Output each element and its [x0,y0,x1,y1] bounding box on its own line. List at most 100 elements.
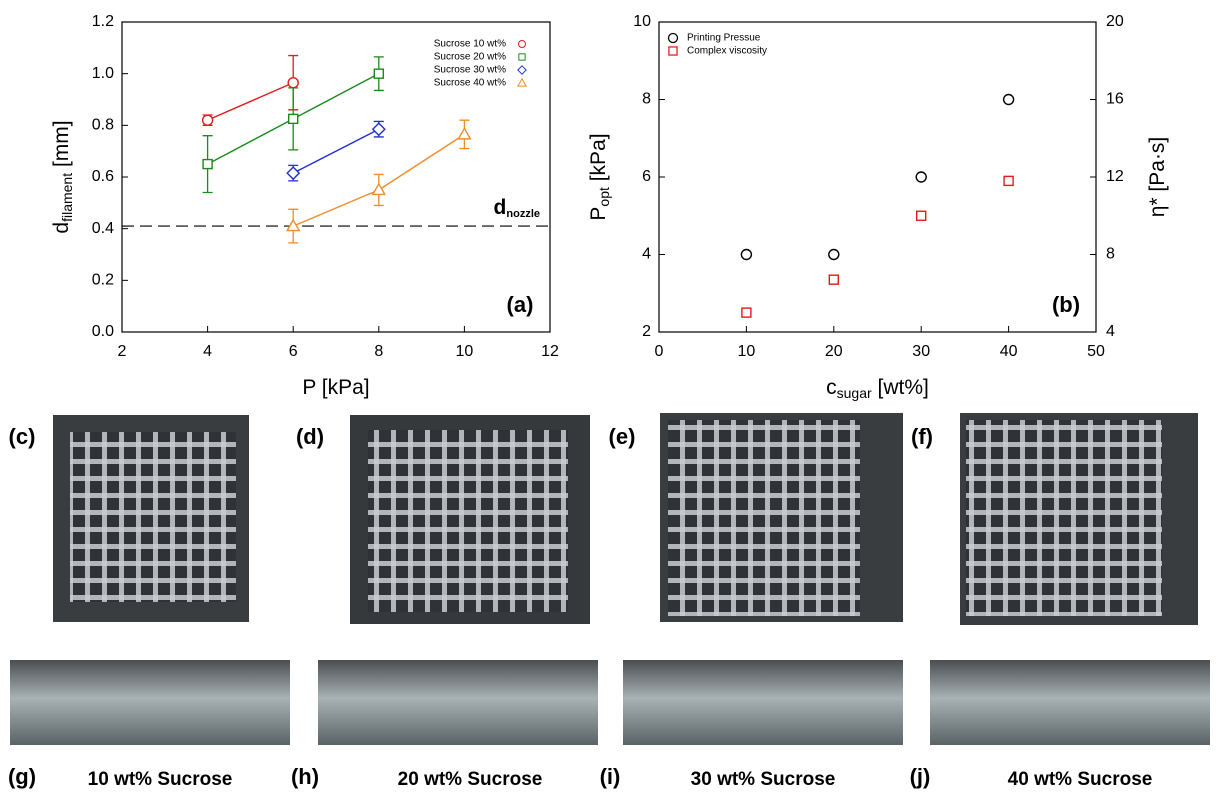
x-axis-label-sub: sugar [837,385,872,401]
y2-tick-label: 16 [1106,91,1124,108]
marker [1003,175,1014,187]
panel-label: (j) [910,764,931,789]
marker [518,53,526,61]
x-axis-label-main: P [kPa] [302,376,369,399]
series-line [207,82,294,121]
photo-e-scaffold [668,420,860,616]
y-tick-label: 4 [642,246,651,263]
marker [667,32,679,44]
marker [740,248,753,261]
y-axis-label: Popt [kPa] [587,133,612,220]
marker [518,40,526,48]
photo-d-scaffold [368,430,568,612]
series-line [292,128,380,174]
x-axis-label: csugar [wt%] [826,376,929,401]
marker [373,68,384,79]
legend-label: Sucrose 40 wt% [434,78,506,89]
photo-caption: 30 wt% Sucrose [691,769,836,790]
panel-label: (b) [1052,292,1080,317]
marker [202,158,213,170]
marker [828,274,839,285]
legend-label: Printing Pressue [687,33,761,44]
y-tick-label: 0.4 [92,220,114,237]
y2-axis-label-main: η* [Pa·s] [1146,137,1169,218]
photo-c-scaffold [70,432,236,602]
x-tick-label: 6 [289,343,298,360]
x-tick-label: 10 [456,343,474,360]
panel-label: (a) [507,292,534,317]
photo-caption: 20 wt% Sucrose [398,769,543,790]
y-tick-label: 6 [642,168,651,185]
y-axis-label-main: d [50,222,73,234]
y2-tick-label: 4 [1106,323,1115,340]
marker [371,182,387,196]
photo-j [930,660,1210,745]
y-tick-label: 0.6 [92,168,114,185]
y2-axis-label: η* [Pa·s] [1146,137,1169,218]
y-axis-label-sub: filament [59,173,75,222]
x-axis-label-main: c [826,376,837,399]
y2-tick-label: 12 [1106,168,1124,185]
y-tick-label: 1.2 [92,13,114,30]
legend-label: Sucrose 10 wt% [434,39,506,50]
x-tick-label: 20 [825,343,843,360]
reference-label-sub: nozzle [506,208,540,220]
y-tick-label: 0.8 [92,117,114,134]
reference-label: dnozzle [494,196,540,220]
photo-caption: 40 wt% Sucrose [1008,769,1153,790]
legend-label: Sucrose 20 wt% [434,52,506,63]
panel-label: (d) [296,424,324,449]
y-axis-label-main: P [587,207,610,221]
x-tick-label: 10 [738,343,756,360]
plot-frame [658,21,1097,333]
legend-label: Sucrose 30 wt% [434,65,506,76]
y-tick-label: 1.0 [92,65,114,82]
x-tick-label: 12 [541,343,559,360]
y-tick-label: 2 [642,323,651,340]
y-axis-label-unit: [kPa] [587,133,610,187]
marker [516,77,528,87]
y2-tick-label: 20 [1106,13,1124,30]
y2-tick-label: 8 [1106,246,1115,263]
y-axis-label-sub: opt [596,187,612,207]
marker [285,218,301,232]
legend-label: Complex viscosity [687,46,767,57]
panel-label: (h) [291,764,319,789]
y-tick-label: 10 [633,13,651,30]
marker [517,65,527,75]
y-tick-label: 8 [642,91,651,108]
x-tick-label: 30 [912,343,930,360]
panel-label: (e) [609,424,636,449]
marker [828,248,840,261]
x-tick-label: 0 [655,343,664,360]
panel-label: (f) [911,424,933,449]
marker [1002,93,1015,106]
photo-h [318,660,598,745]
panel-label: (i) [600,764,621,789]
photo-i [623,660,903,745]
x-tick-label: 4 [203,343,212,360]
x-axis-label-unit: [wt%] [872,376,929,399]
panel-label: (g) [8,764,36,789]
marker [288,113,299,125]
photos [10,413,1210,745]
panel-label: (c) [9,424,36,449]
marker [201,114,214,126]
marker [457,126,472,140]
x-tick-label: 8 [374,343,383,360]
marker [371,122,386,137]
x-tick-label: 50 [1087,343,1105,360]
reference-label-main: d [494,196,507,219]
y-tick-label: 0.0 [92,323,114,340]
marker [915,171,927,183]
y-tick-label: 0.2 [92,272,114,289]
y-axis-label-unit: [mm] [50,120,73,173]
marker [286,166,301,181]
photo-caption: 10 wt% Sucrose [88,769,233,790]
marker [916,210,927,221]
marker [741,307,752,318]
y-axis-label: dfilament [mm] [50,120,75,233]
photo-f-scaffold [966,420,1162,616]
x-axis-label: P [kPa] [302,376,369,399]
